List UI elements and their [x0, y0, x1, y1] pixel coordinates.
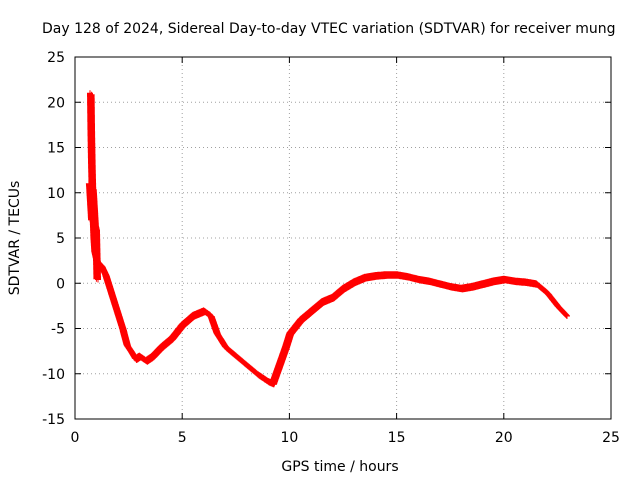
- series-SDTVAR: [87, 90, 570, 388]
- axis-ticks: 0 5 10 15 20 25 -15 -10 -5 0 5 10 15 20 25: [42, 50, 620, 446]
- x-tick-label: 20: [495, 430, 513, 446]
- x-tick-label: 0: [71, 430, 80, 446]
- y-axis-label: SDTVAR / TECUs: [7, 181, 23, 296]
- series-marks: [85, 180, 101, 283]
- y-tick-label: 0: [56, 276, 65, 292]
- series-SDTVAR-spikes: [85, 180, 101, 283]
- y-tick-label: -5: [51, 322, 65, 338]
- chart-title: Day 128 of 2024, Sidereal Day-to-day VTE…: [42, 21, 616, 37]
- x-tick-label: 15: [388, 430, 406, 446]
- y-tick-label: 15: [47, 141, 65, 157]
- y-tick-label: 20: [47, 95, 65, 111]
- y-tick-label: 5: [56, 231, 65, 247]
- x-tick-label: 10: [280, 430, 298, 446]
- x-tick-label: 25: [602, 430, 620, 446]
- x-tick-label: 5: [178, 430, 187, 446]
- y-tick-label: -10: [42, 367, 65, 383]
- data-points: [85, 90, 570, 388]
- y-tick-label: 25: [47, 50, 65, 66]
- grid-lines: [75, 57, 611, 419]
- y-tick-label: 10: [47, 186, 65, 202]
- y-tick-label: -15: [42, 412, 65, 428]
- series-marks: [87, 90, 570, 388]
- x-axis-label: GPS time / hours: [281, 459, 398, 475]
